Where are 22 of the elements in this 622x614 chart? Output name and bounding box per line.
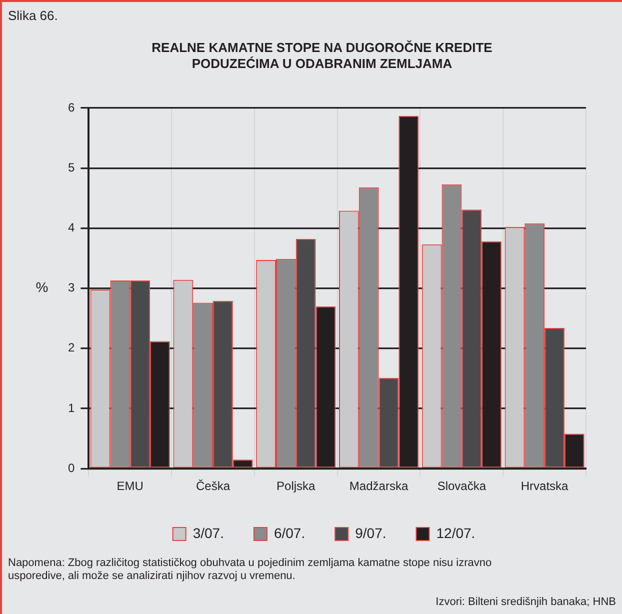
x-tick-label: EMU: [116, 479, 144, 494]
legend-label: 12/07.: [436, 524, 476, 541]
x-tick-label: Slovačka: [437, 479, 486, 494]
y-tick-label: 1: [68, 400, 75, 415]
text: Napomena: Zbog različitog statističkog obuhvata u pojedinim zemljama kamatne stope nisu izravno usporedive, ali može se analizirati njihov razvoj u vremenu.: [8, 557, 493, 583]
y-tick-label: 2: [68, 340, 75, 355]
legend-label: 6/07.: [274, 524, 306, 541]
x-tick-label: Poljska: [276, 479, 316, 494]
y-tick-label: 4: [68, 220, 75, 235]
legend-label: 3/07.: [192, 524, 224, 541]
legend-label: 9/07.: [355, 524, 386, 541]
y-tick-label: 6: [68, 100, 75, 114]
y-tick-label: 3: [68, 280, 75, 295]
y-tick-label: 0: [68, 460, 75, 475]
text: Slika 66.: [8, 8, 58, 23]
x-tick-label: Češka: [196, 479, 230, 494]
text: Izvori: Bilteni središnjih banaka; HNB: [436, 596, 616, 608]
chart-title: REALNE KAMATNE STOPE NA DUGOROČNE KREDITE PODUZEĆIMA U ODABRANIM ZEMLJAMA: [150, 40, 494, 72]
y-tick-label: 5: [68, 160, 75, 174]
x-tick-label: Hrvatska: [520, 479, 569, 494]
y-axis-title: %: [36, 279, 48, 296]
x-tick-label: Madžarska: [349, 479, 408, 494]
